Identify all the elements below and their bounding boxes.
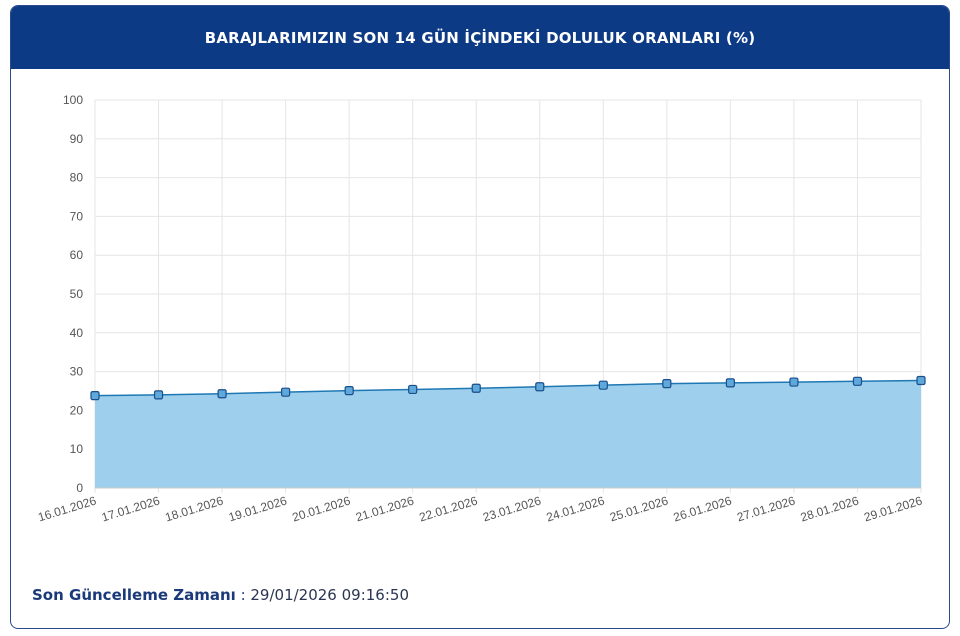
x-tick-label: 25.01.2026 [608, 493, 670, 524]
y-tick-label: 40 [70, 326, 84, 340]
data-point [852, 376, 863, 386]
chart-title-bar: BARAJLARIMIZIN SON 14 GÜN İÇİNDEKİ DOLUL… [11, 6, 949, 69]
y-tick-label: 60 [70, 248, 84, 262]
x-tick-label: 28.01.2026 [799, 493, 861, 524]
data-point [217, 389, 227, 399]
data-point [916, 375, 926, 386]
y-tick-label: 100 [63, 93, 83, 107]
last-update-label: Son Güncelleme Zamanı [32, 586, 236, 604]
y-tick-label: 90 [70, 132, 84, 146]
y-tick-label: 70 [70, 209, 84, 223]
x-tick-label: 18.01.2026 [163, 493, 225, 524]
data-point [725, 378, 735, 388]
data-point [789, 377, 799, 387]
x-tick-label: 16.01.2026 [36, 493, 98, 524]
chart-title: BARAJLARIMIZIN SON 14 GÜN İÇİNDEKİ DOLUL… [204, 28, 756, 47]
data-point [90, 391, 100, 401]
x-tick-label: 21.01.2026 [354, 493, 416, 524]
y-tick-label: 10 [70, 442, 84, 456]
x-tick-label: 23.01.2026 [481, 493, 543, 524]
x-tick-label: 17.01.2026 [100, 493, 162, 524]
y-tick-label: 80 [70, 171, 84, 185]
y-tick-label: 50 [70, 287, 84, 301]
x-tick-label: 19.01.2026 [227, 493, 289, 524]
data-point [281, 387, 291, 397]
data-point [662, 379, 672, 389]
last-update: Son Güncelleme Zamanı : 29/01/2026 09:16… [32, 586, 409, 604]
x-tick-label: 26.01.2026 [672, 493, 734, 524]
data-point [598, 380, 608, 390]
data-point [344, 386, 354, 396]
data-point [471, 383, 481, 393]
chart-card: BARAJLARIMIZIN SON 14 GÜN İÇİNDEKİ DOLUL… [10, 5, 950, 629]
last-update-separator: : [235, 586, 251, 604]
x-tick-label: 24.01.2026 [545, 493, 607, 524]
data-point [535, 382, 545, 392]
x-tick-label: 22.01.2026 [418, 493, 480, 524]
x-tick-label: 29.01.2026 [862, 493, 924, 524]
y-tick-label: 20 [70, 403, 84, 417]
y-tick-label: 30 [70, 365, 84, 379]
series-area [95, 380, 921, 488]
data-point [153, 390, 164, 400]
last-update-value: 29/01/2026 09:16:50 [250, 586, 409, 604]
series-line [94, 379, 922, 397]
data-point [408, 384, 418, 395]
x-tick-label: 27.01.2026 [735, 493, 797, 524]
x-tick-label: 20.01.2026 [290, 493, 352, 524]
y-tick-label: 0 [76, 481, 83, 495]
